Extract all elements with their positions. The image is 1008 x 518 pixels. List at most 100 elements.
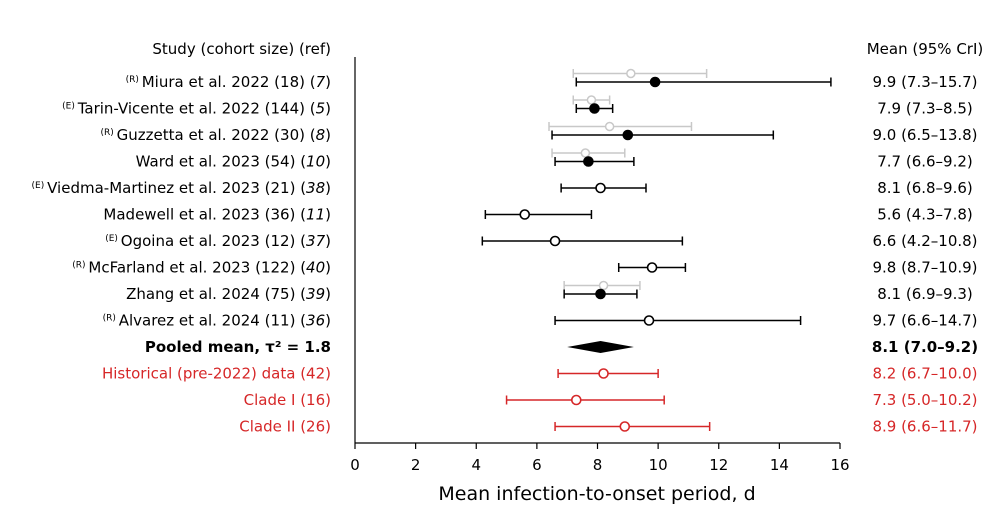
point-estimate-open bbox=[570, 394, 582, 406]
study-label: Clade II (26) bbox=[239, 418, 331, 436]
left-header: Study (cohort size) (ref) bbox=[152, 40, 331, 58]
study-ref: 38 bbox=[306, 179, 325, 197]
point-estimate-filled bbox=[622, 129, 634, 141]
study-ref-close: ) bbox=[325, 206, 331, 224]
study-prefix: (E) bbox=[32, 181, 48, 191]
x-tick-label: 12 bbox=[709, 456, 728, 474]
forest-row: Historical (pre-2022) data (42) 8.2 (6.7–… bbox=[102, 365, 978, 383]
point-estimate-filled bbox=[583, 156, 594, 167]
study-ref-close: ) bbox=[325, 73, 331, 91]
estimate-text: 7.9 (7.3–8.5) bbox=[877, 100, 973, 118]
forest-row: (R) Miura et al. 2022 (18) (7) 9.9 (7.3–1… bbox=[126, 68, 978, 91]
forest-row: Clade II (26) 8.9 (6.6–11.7) bbox=[239, 418, 977, 436]
estimate-text: 8.1 (6.9–9.3) bbox=[877, 285, 973, 303]
study-ref-close: ) bbox=[325, 100, 331, 118]
estimate-text: 7.3 (5.0–10.2) bbox=[872, 391, 977, 409]
study-prefix: (R) bbox=[100, 128, 116, 138]
point-estimate-open bbox=[619, 421, 631, 432]
x-axis: 0 2 4 6 8 10 12 14 16 bbox=[350, 57, 850, 474]
study-label: (R) Miura et al. 2022 (18) (7) bbox=[126, 73, 331, 91]
study-ref-close: ) bbox=[325, 179, 331, 197]
point-estimate-filled bbox=[595, 288, 606, 300]
study-label: Zhang et al. 2024 (75) (39) bbox=[126, 285, 331, 303]
pooled-diamond bbox=[567, 341, 634, 353]
study-name: Ogoina et al. 2023 (12) ( bbox=[121, 232, 306, 250]
study-name: Viedma-Martinez et al. 2023 (21) ( bbox=[47, 179, 306, 197]
estimate-text: 8.9 (6.6–11.7) bbox=[872, 418, 977, 436]
x-tick-label: 16 bbox=[830, 456, 849, 474]
x-tick-label: 8 bbox=[593, 456, 603, 474]
estimate-text: 6.6 (4.2–10.8) bbox=[872, 232, 977, 250]
study-name: Zhang et al. 2024 (75) ( bbox=[126, 285, 306, 303]
secondary-point bbox=[626, 68, 636, 79]
study-ref: 39 bbox=[306, 285, 325, 303]
estimate-text: 7.7 (6.6–9.2) bbox=[877, 153, 973, 171]
study-label: Ward et al. 2023 (54) (10) bbox=[136, 153, 331, 171]
study-label: (E) Tarin-Vicente et al. 2022 (144) (5) bbox=[62, 100, 331, 118]
forest-row: Ward et al. 2023 (54) (10) 7.7 (6.6–9.2) bbox=[136, 148, 973, 171]
point-estimate-open bbox=[646, 262, 658, 273]
study-label: Clade I (16) bbox=[244, 391, 331, 409]
x-tick-label: 6 bbox=[532, 456, 542, 474]
point-estimate-open bbox=[595, 182, 606, 194]
study-label: Historical (pre-2022) data (42) bbox=[102, 365, 331, 383]
study-ref: 11 bbox=[306, 206, 325, 224]
study-label: (E) Ogoina et al. 2023 (12) (37) bbox=[105, 232, 331, 250]
forest-row: (R) Alvarez et al. 2024 (11) (36) 9.7 (6.… bbox=[103, 312, 978, 330]
study-ref: 36 bbox=[306, 312, 325, 330]
rows-layer: (R) Miura et al. 2022 (18) (7) 9.9 (7.3–1… bbox=[32, 68, 978, 436]
study-prefix: (R) bbox=[126, 75, 142, 85]
study-label: (R) Guzzetta et al. 2022 (30) (8) bbox=[100, 126, 331, 144]
secondary-point bbox=[580, 148, 591, 158]
study-ref: 10 bbox=[306, 153, 325, 171]
estimate-text: 8.2 (6.7–10.0) bbox=[872, 365, 977, 383]
forest-row: (E) Tarin-Vicente et al. 2022 (144) (5) 7… bbox=[62, 95, 973, 118]
study-ref-close: ) bbox=[325, 259, 331, 277]
point-estimate-filled bbox=[589, 103, 600, 114]
study-label: (R) McFarland et al. 2023 (122) (40) bbox=[72, 259, 331, 277]
study-prefix: (R) bbox=[103, 314, 119, 324]
study-name: Pooled mean, τ² = 1.8 bbox=[145, 338, 331, 356]
right-header: Mean (95% CrI) bbox=[867, 40, 984, 58]
study-ref-close: ) bbox=[325, 153, 331, 171]
study-name: Ward et al. 2023 (54) ( bbox=[136, 153, 306, 171]
study-name: Clade I (16) bbox=[244, 391, 331, 409]
estimate-text: 8.1 (6.8–9.6) bbox=[877, 179, 973, 197]
study-name: Miura et al. 2022 (18) ( bbox=[142, 73, 316, 91]
study-ref: 8 bbox=[316, 126, 326, 144]
study-label: Madewell et al. 2023 (36) (11) bbox=[103, 206, 331, 224]
point-estimate-filled bbox=[649, 76, 661, 88]
study-ref-close: ) bbox=[325, 312, 331, 330]
x-tick-label: 2 bbox=[411, 456, 421, 474]
study-name: Alvarez et al. 2024 (11) ( bbox=[119, 312, 306, 330]
point-estimate-open bbox=[519, 209, 531, 220]
study-prefix: (R) bbox=[72, 261, 88, 271]
x-tick-label: 0 bbox=[350, 456, 360, 474]
point-estimate-open bbox=[549, 235, 561, 247]
estimate-text: 8.1 (7.0–9.2) bbox=[872, 338, 978, 356]
secondary-point bbox=[604, 121, 615, 132]
x-tick-label: 10 bbox=[649, 456, 668, 474]
study-label: (E) Viedma-Martinez et al. 2023 (21) (38… bbox=[32, 179, 331, 197]
study-name: Tarin-Vicente et al. 2022 (144) ( bbox=[77, 100, 316, 118]
study-name: Clade II (26) bbox=[239, 418, 331, 436]
x-axis-label: Mean infection-to-onset period, d bbox=[438, 483, 755, 505]
study-name: Madewell et al. 2023 (36) ( bbox=[103, 206, 306, 224]
forest-row: (R) McFarland et al. 2023 (122) (40) 9.8 … bbox=[72, 259, 977, 277]
point-estimate-open bbox=[598, 368, 609, 379]
estimate-text: 9.8 (8.7–10.9) bbox=[872, 259, 977, 277]
estimate-text: 9.0 (6.5–13.8) bbox=[872, 126, 977, 144]
forest-row: (R) Guzzetta et al. 2022 (30) (8) 9.0 (6.… bbox=[100, 121, 978, 144]
study-ref-close: ) bbox=[325, 285, 331, 303]
study-label: Pooled mean, τ² = 1.8 bbox=[145, 338, 331, 356]
forest-row: Madewell et al. 2023 (36) (11) 5.6 (4.3–7… bbox=[103, 206, 972, 224]
study-label: (R) Alvarez et al. 2024 (11) (36) bbox=[103, 312, 331, 330]
study-ref-close: ) bbox=[325, 126, 331, 144]
study-prefix: (E) bbox=[62, 102, 78, 112]
secondary-point bbox=[598, 280, 609, 291]
estimate-text: 5.6 (4.3–7.8) bbox=[877, 206, 973, 224]
study-ref: 37 bbox=[306, 232, 326, 250]
study-ref: 5 bbox=[316, 100, 326, 118]
point-estimate-open bbox=[643, 315, 655, 326]
